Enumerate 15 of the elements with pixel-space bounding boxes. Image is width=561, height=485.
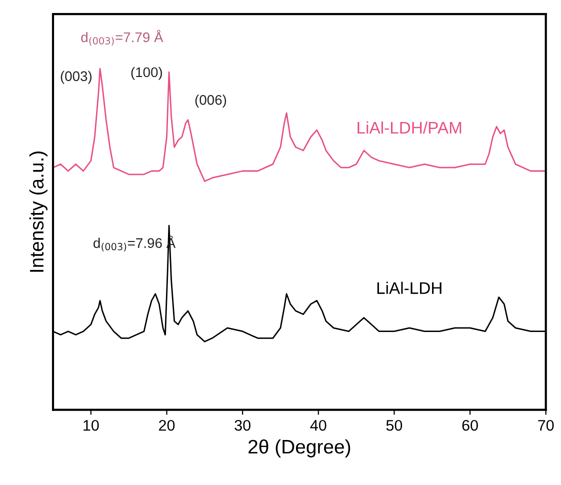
x-tick-label: 40	[310, 420, 326, 431]
annotation: (100)	[131, 66, 162, 80]
x-tick-label: 10	[84, 420, 99, 431]
annotation: (006)	[195, 94, 226, 108]
x-tick-label: 30	[234, 420, 250, 431]
text: d$_{(003)}$=7.79 Å	[81, 30, 164, 46]
x-axis-title: 2θ (Degree)	[248, 439, 350, 458]
x-tick-label: 60	[462, 420, 478, 431]
x-tick-label: 50	[386, 420, 402, 431]
series-label: LiAl-LDH/PAM	[358, 121, 462, 134]
x-tick-label: 70	[538, 420, 554, 431]
x-tick-label: 20	[159, 420, 175, 431]
series-label: LiAl-LDH	[377, 282, 442, 294]
y-axis-title: Intensity (a.u.)	[29, 152, 48, 272]
annotation: (003)	[60, 70, 92, 84]
